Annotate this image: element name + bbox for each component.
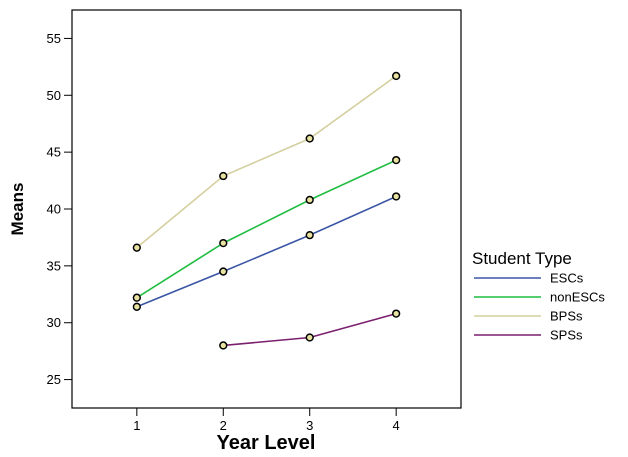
x-tick-label: 2	[220, 418, 227, 433]
y-tick-label: 55	[47, 31, 61, 46]
legend-label-spss: SPSs	[550, 328, 583, 343]
legend: Student Type ESCs nonESCs BPSs SPSs	[472, 249, 605, 343]
data-point-spss	[392, 309, 401, 318]
series-lines	[136, 75, 397, 347]
data-point-nonescs	[305, 195, 314, 205]
series-line-escs	[136, 195, 397, 308]
series-line-bpss	[136, 75, 397, 249]
data-point-spss	[219, 341, 228, 350]
legend-label-bpss: BPSs	[550, 309, 583, 324]
legend-label-escs: ESCs	[550, 271, 584, 286]
data-point-spss	[305, 333, 314, 342]
series-line-nonescs	[136, 159, 397, 299]
y-tick-label: 25	[47, 372, 61, 387]
plot-frame	[71, 9, 462, 409]
y-tick-label: 50	[47, 88, 61, 103]
y-tick-label: 45	[47, 145, 61, 160]
x-tick-label: 4	[393, 418, 400, 433]
data-point-escs	[305, 231, 314, 240]
x-tick-label: 1	[133, 418, 140, 433]
data-point-nonescs	[392, 155, 401, 165]
y-axis-title: Means	[8, 183, 27, 236]
y-tick-label: 30	[47, 315, 61, 330]
data-point-bpss	[219, 171, 228, 181]
y-axis: 25 30 35 40 45 50 55	[47, 31, 72, 387]
data-point-bpss	[305, 134, 314, 143]
data-point-nonescs	[132, 293, 141, 302]
data-point-bpss	[392, 71, 401, 81]
data-point-escs	[132, 302, 141, 311]
series-points	[132, 71, 401, 350]
data-point-escs	[219, 267, 228, 276]
x-tick-label: 3	[306, 418, 313, 433]
data-point-nonescs	[219, 238, 228, 248]
x-axis-title: Year Level	[217, 432, 316, 454]
legend-items: ESCs nonESCs BPSs SPSs	[474, 271, 605, 343]
x-axis: 1 2 3 4	[133, 408, 400, 433]
data-point-bpss	[132, 243, 141, 252]
data-point-escs	[392, 192, 401, 201]
y-tick-label: 40	[47, 202, 61, 217]
legend-title: Student Type	[472, 249, 572, 268]
legend-label-nonescs: nonESCs	[550, 290, 605, 305]
y-tick-label: 35	[47, 258, 61, 273]
